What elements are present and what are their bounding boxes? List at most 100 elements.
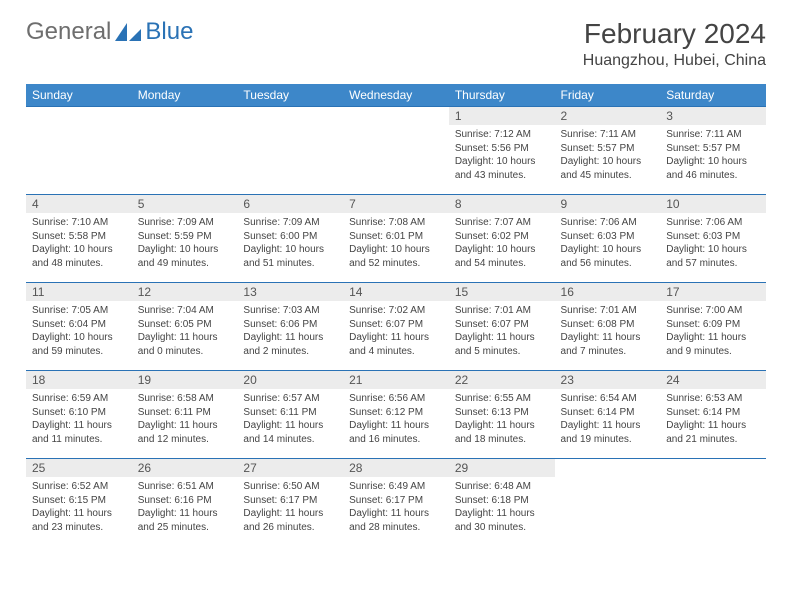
day-sunrise: Sunrise: 6:52 AM	[32, 480, 126, 494]
day-sunrise: Sunrise: 7:09 AM	[243, 216, 337, 230]
day-daylight1: Daylight: 11 hours	[138, 507, 232, 521]
day-body: Sunrise: 6:55 AMSunset: 6:13 PMDaylight:…	[449, 389, 555, 450]
day-sunrise: Sunrise: 7:00 AM	[666, 304, 760, 318]
calendar-cell	[132, 107, 238, 195]
day-number: 10	[660, 195, 766, 213]
day-sunrise: Sunrise: 7:03 AM	[243, 304, 337, 318]
calendar-row: 1Sunrise: 7:12 AMSunset: 5:56 PMDaylight…	[26, 107, 766, 195]
logo-text-blue: Blue	[145, 18, 193, 46]
weekday-header: Wednesday	[343, 84, 449, 107]
day-sunset: Sunset: 6:07 PM	[455, 318, 549, 332]
day-number: 27	[237, 459, 343, 477]
day-body: Sunrise: 7:08 AMSunset: 6:01 PMDaylight:…	[343, 213, 449, 274]
day-sunrise: Sunrise: 7:07 AM	[455, 216, 549, 230]
day-daylight1: Daylight: 11 hours	[243, 419, 337, 433]
day-daylight1: Daylight: 11 hours	[455, 419, 549, 433]
day-sunrise: Sunrise: 6:49 AM	[349, 480, 443, 494]
day-daylight1: Daylight: 11 hours	[32, 419, 126, 433]
day-number: 19	[132, 371, 238, 389]
day-sunrise: Sunrise: 7:01 AM	[561, 304, 655, 318]
day-number: 11	[26, 283, 132, 301]
day-daylight2: and 21 minutes.	[666, 433, 760, 447]
day-body: Sunrise: 7:12 AMSunset: 5:56 PMDaylight:…	[449, 125, 555, 186]
day-sunset: Sunset: 6:01 PM	[349, 230, 443, 244]
calendar-cell: 21Sunrise: 6:56 AMSunset: 6:12 PMDayligh…	[343, 371, 449, 459]
calendar-cell: 13Sunrise: 7:03 AMSunset: 6:06 PMDayligh…	[237, 283, 343, 371]
day-daylight2: and 56 minutes.	[561, 257, 655, 271]
title-block: February 2024 Huangzhou, Hubei, China	[583, 18, 766, 70]
day-daylight2: and 54 minutes.	[455, 257, 549, 271]
day-daylight1: Daylight: 10 hours	[32, 243, 126, 257]
day-daylight1: Daylight: 10 hours	[561, 155, 655, 169]
day-body: Sunrise: 7:01 AMSunset: 6:07 PMDaylight:…	[449, 301, 555, 362]
day-daylight2: and 46 minutes.	[666, 169, 760, 183]
day-daylight2: and 26 minutes.	[243, 521, 337, 535]
day-daylight1: Daylight: 11 hours	[455, 331, 549, 345]
day-daylight2: and 9 minutes.	[666, 345, 760, 359]
day-daylight1: Daylight: 11 hours	[349, 331, 443, 345]
day-body: Sunrise: 6:48 AMSunset: 6:18 PMDaylight:…	[449, 477, 555, 538]
day-daylight2: and 14 minutes.	[243, 433, 337, 447]
day-number: 14	[343, 283, 449, 301]
calendar-cell: 10Sunrise: 7:06 AMSunset: 6:03 PMDayligh…	[660, 195, 766, 283]
header: General Blue February 2024 Huangzhou, Hu…	[26, 18, 766, 70]
day-sunset: Sunset: 6:03 PM	[561, 230, 655, 244]
day-body: Sunrise: 6:54 AMSunset: 6:14 PMDaylight:…	[555, 389, 661, 450]
day-sunset: Sunset: 6:11 PM	[138, 406, 232, 420]
weekday-header: Friday	[555, 84, 661, 107]
calendar-cell: 2Sunrise: 7:11 AMSunset: 5:57 PMDaylight…	[555, 107, 661, 195]
day-sunrise: Sunrise: 7:10 AM	[32, 216, 126, 230]
weekday-header: Thursday	[449, 84, 555, 107]
day-sunset: Sunset: 6:17 PM	[243, 494, 337, 508]
day-daylight2: and 19 minutes.	[561, 433, 655, 447]
day-daylight1: Daylight: 10 hours	[243, 243, 337, 257]
day-sunrise: Sunrise: 6:56 AM	[349, 392, 443, 406]
day-daylight2: and 18 minutes.	[455, 433, 549, 447]
weekday-header: Tuesday	[237, 84, 343, 107]
calendar-cell: 24Sunrise: 6:53 AMSunset: 6:14 PMDayligh…	[660, 371, 766, 459]
day-sunrise: Sunrise: 6:53 AM	[666, 392, 760, 406]
month-title: February 2024	[583, 18, 766, 50]
day-body: Sunrise: 7:00 AMSunset: 6:09 PMDaylight:…	[660, 301, 766, 362]
day-number: 13	[237, 283, 343, 301]
day-daylight2: and 23 minutes.	[32, 521, 126, 535]
calendar-cell: 11Sunrise: 7:05 AMSunset: 6:04 PMDayligh…	[26, 283, 132, 371]
day-body: Sunrise: 7:04 AMSunset: 6:05 PMDaylight:…	[132, 301, 238, 362]
calendar-cell: 22Sunrise: 6:55 AMSunset: 6:13 PMDayligh…	[449, 371, 555, 459]
day-body: Sunrise: 7:05 AMSunset: 6:04 PMDaylight:…	[26, 301, 132, 362]
day-daylight2: and 25 minutes.	[138, 521, 232, 535]
calendar-cell	[237, 107, 343, 195]
calendar-cell: 9Sunrise: 7:06 AMSunset: 6:03 PMDaylight…	[555, 195, 661, 283]
day-daylight1: Daylight: 10 hours	[455, 243, 549, 257]
day-number: 21	[343, 371, 449, 389]
day-body: Sunrise: 7:01 AMSunset: 6:08 PMDaylight:…	[555, 301, 661, 362]
calendar-cell	[26, 107, 132, 195]
day-number: 3	[660, 107, 766, 125]
day-sunset: Sunset: 6:02 PM	[455, 230, 549, 244]
day-number: 12	[132, 283, 238, 301]
weekday-header: Sunday	[26, 84, 132, 107]
calendar-cell: 26Sunrise: 6:51 AMSunset: 6:16 PMDayligh…	[132, 459, 238, 547]
day-number: 29	[449, 459, 555, 477]
calendar-row: 11Sunrise: 7:05 AMSunset: 6:04 PMDayligh…	[26, 283, 766, 371]
day-sunset: Sunset: 5:56 PM	[455, 142, 549, 156]
day-body: Sunrise: 7:02 AMSunset: 6:07 PMDaylight:…	[343, 301, 449, 362]
day-sunrise: Sunrise: 7:12 AM	[455, 128, 549, 142]
day-sunset: Sunset: 6:10 PM	[32, 406, 126, 420]
day-daylight2: and 49 minutes.	[138, 257, 232, 271]
weekday-header: Saturday	[660, 84, 766, 107]
day-number: 9	[555, 195, 661, 213]
day-sunset: Sunset: 5:59 PM	[138, 230, 232, 244]
day-number: 7	[343, 195, 449, 213]
day-number: 24	[660, 371, 766, 389]
day-daylight1: Daylight: 11 hours	[138, 331, 232, 345]
calendar-cell: 7Sunrise: 7:08 AMSunset: 6:01 PMDaylight…	[343, 195, 449, 283]
day-daylight1: Daylight: 11 hours	[455, 507, 549, 521]
day-number: 23	[555, 371, 661, 389]
calendar-row: 25Sunrise: 6:52 AMSunset: 6:15 PMDayligh…	[26, 459, 766, 547]
day-daylight2: and 45 minutes.	[561, 169, 655, 183]
day-number: 25	[26, 459, 132, 477]
day-body: Sunrise: 6:53 AMSunset: 6:14 PMDaylight:…	[660, 389, 766, 450]
calendar-cell	[660, 459, 766, 547]
day-sunrise: Sunrise: 6:54 AM	[561, 392, 655, 406]
